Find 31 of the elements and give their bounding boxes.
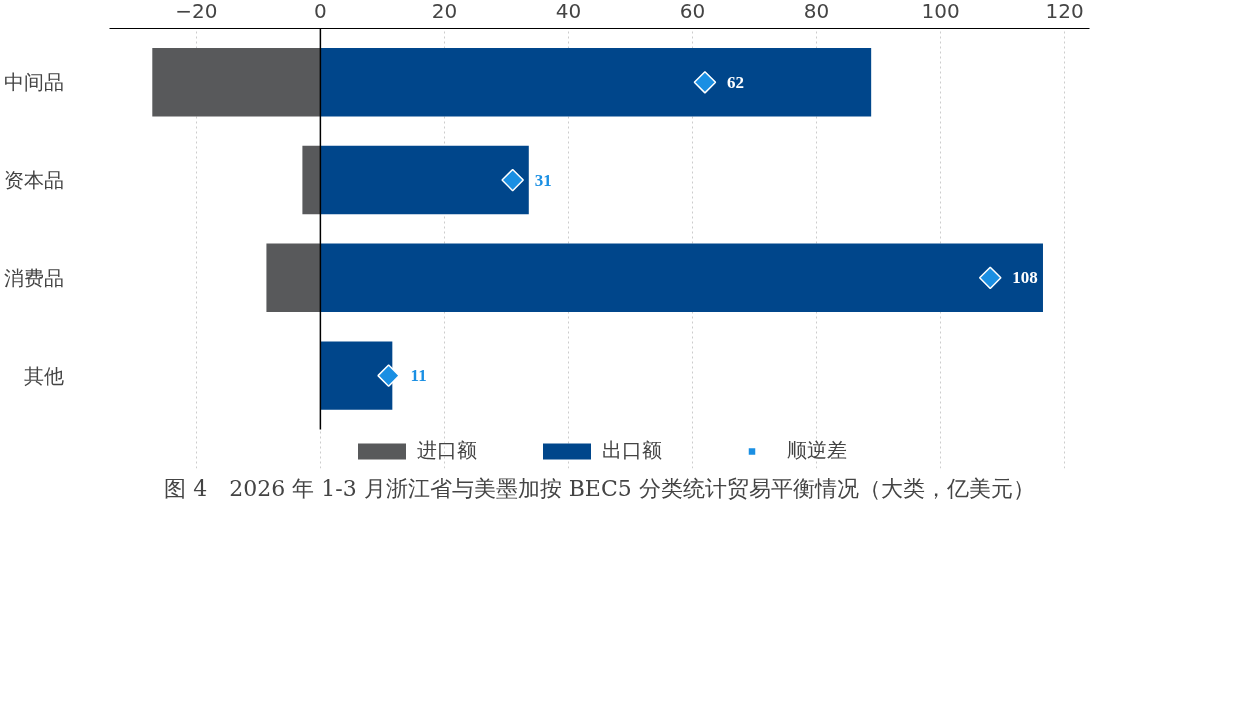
legend-label: 出口额 [601,438,662,463]
y-tick-label: 其他 [23,364,64,387]
bar [320,243,1043,313]
bar [320,48,872,117]
bar [320,145,529,215]
y-tick-label: 中间品 [3,71,64,94]
y-tick-label: 消费品 [3,266,64,289]
point [978,266,1002,290]
bar [266,243,321,313]
x-tick-label: 60 [679,0,706,23]
y-tick-label: 资本品 [3,169,64,192]
x-tick-label: 20 [431,0,458,23]
x-tick-label: 0 [314,0,327,23]
text: 图 4 2026 年 1-3 月浙江省与美墨加按 BEC5 分类统计贸易平衡情况（大类，亿美元） [164,475,1035,501]
point [501,168,525,192]
bar [152,48,321,117]
data-label: 31 [534,170,552,190]
x-tick-label: 80 [803,0,830,23]
data-label: 11 [410,366,427,386]
bar [302,145,321,215]
legend-label: 进口额 [416,438,477,463]
point [377,364,400,387]
x-tick-label: 120 [1045,0,1084,23]
legend-label: 顺逆差 [786,438,847,463]
bar [320,341,393,410]
data-label: 62 [726,72,744,92]
x-tick-label: 100 [921,0,960,23]
x-tick-label: 40 [555,0,582,23]
point [693,70,717,94]
data-label: 108 [1012,268,1038,288]
x-tick-label: −20 [175,0,218,23]
